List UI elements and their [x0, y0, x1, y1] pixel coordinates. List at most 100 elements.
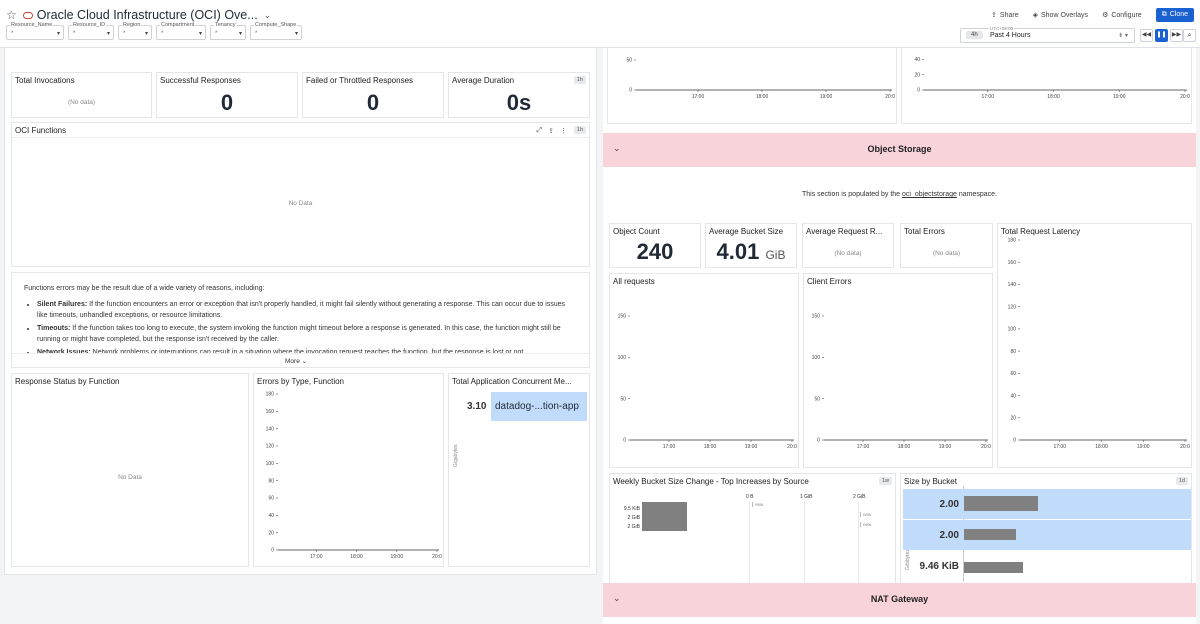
chevron-down-icon: ▾ [144, 31, 148, 37]
concurrent-memory-widget[interactable]: Total Application Concurrent Me... Gigab… [448, 373, 590, 567]
y-tick-label: 0 [271, 548, 274, 554]
x-tick-label: 20:0 [787, 444, 797, 450]
more-icon[interactable]: ⋮ [560, 128, 567, 135]
partial-chart-left-svg: 0 50 17:00 18:00 19:00 20:0 [626, 58, 895, 100]
chevron-down-icon[interactable]: ⌄ [263, 9, 272, 20]
x-tick-label: 18:00 [1047, 94, 1060, 100]
partial-chart-left[interactable]: 0 50 17:00 18:00 19:00 20:0 [607, 48, 897, 124]
x-tick-label: 20:0 [885, 94, 895, 100]
namespace-link[interactable]: oci_objectstorage [902, 191, 957, 198]
time-range-value: Past 4 Hours [990, 32, 1031, 39]
rewind-button[interactable]: ◀◀ [1140, 29, 1153, 42]
bar[interactable] [964, 562, 1023, 573]
bar-label-highlight[interactable]: datadog-...tion-app [491, 392, 587, 421]
y-tick-label: 0 [623, 438, 626, 444]
y-tick-label: 120 [1008, 304, 1017, 310]
template-variables: Resource_Name * ▾ Resource_ID * ▾ Region * ▾ C… [6, 22, 302, 40]
client-errors-chart: 0 50 100 150 17:00 18:00 19:00 20:0 [812, 314, 991, 450]
partial-chart-right-svg: 0 20 40 17:00 18:00 19:00 20:0 [914, 57, 1190, 100]
forward-button[interactable]: ▶▶ [1170, 29, 1183, 42]
export-icon[interactable]: ⇪ [548, 128, 554, 135]
y-tick-label: 100 [812, 355, 821, 361]
bar[interactable] [642, 502, 687, 531]
star-icon[interactable]: ☆ [6, 8, 17, 22]
configure-button[interactable]: ⚙ Configure [1102, 12, 1142, 19]
x-tick-label: 20:0 [1180, 94, 1190, 100]
total-errors-widget[interactable]: Total Errors (No data) [900, 223, 993, 268]
all-requests-widget[interactable]: All requests 0 50 100 150 17:00 18:00 19:00 20:… [609, 273, 799, 468]
list-item: Network Issues: Network problems or inte… [37, 347, 577, 359]
bar[interactable] [964, 496, 1038, 511]
variable-tenancy[interactable]: Tenancy * ▾ [210, 22, 246, 40]
x-tick-label: 17:00 [310, 554, 323, 560]
chevron-down-icon: ⌄ [301, 358, 308, 365]
y-tick-label: 20 [1010, 415, 1016, 421]
x-tick-label: 18:00 [756, 94, 769, 100]
object-storage-header[interactable]: ⌄ Object Storage [603, 133, 1196, 167]
note-list: Silent Failures: If the function encount… [37, 299, 577, 359]
y-tick-label: 40 [1010, 393, 1016, 399]
average-request-rate-widget[interactable]: Average Request R... (No data) [802, 223, 894, 268]
variable-region[interactable]: Region * ▾ [118, 22, 152, 40]
chevron-down-icon: ▾ [198, 31, 202, 37]
show-overlays-button[interactable]: ◈ Show Overlays [1032, 12, 1089, 19]
oci-functions-widget[interactable]: OCI Functions ⤢ ⇪ ⋮ 1h No Data [11, 122, 590, 267]
timezone-label: UTC+09:00 [989, 26, 1015, 31]
more-button[interactable]: More ⌄ [285, 358, 308, 365]
errors-by-type-widget[interactable]: Errors by Type, Function 0 20 40 60 80 100 120… [253, 373, 444, 567]
variable-resource-id[interactable]: Resource_ID * ▾ [68, 22, 114, 40]
variable-resource-name[interactable]: Resource_Name * ▾ [6, 22, 64, 40]
dashboard-title[interactable]: Oracle Cloud Infrastructure (OCI) Ove... [36, 8, 258, 22]
y-tick-label: 0 [917, 88, 920, 94]
y-tick-label: 50 [814, 396, 820, 402]
functions-group: Total Invocations (No data) Successful R… [4, 48, 597, 575]
y-tick-label: 40 [268, 513, 274, 519]
y-tick-label: 160 [1008, 260, 1017, 266]
x-tick-label: 19:00 [820, 94, 833, 100]
y-tick-label: 180 [266, 392, 275, 398]
y-tick-label: 60 [1010, 371, 1016, 377]
total-request-latency-widget[interactable]: Total Request Latency 0 20 40 60 80 100 120 140… [997, 223, 1192, 468]
time-tag: 4h [966, 31, 983, 39]
chevron-down-icon: ▾ [106, 31, 110, 37]
client-errors-widget[interactable]: Client Errors 0 50 100 150 17:00 18:00 19:00 20… [803, 273, 993, 468]
pause-button[interactable]: ❚❚ [1155, 29, 1168, 42]
title-row: ☆ Oracle Cloud Infrastructure (OCI) Ove.… [6, 6, 271, 24]
time-range-picker[interactable]: 4h UTC+09:00 Past 4 Hours ⇟ ▾ [960, 26, 1135, 43]
total-request-latency-chart: 0 20 40 60 80 100 120 140 160 180 17:00 18:00 19:00 2… [1008, 238, 1190, 450]
y-tick-label: 120 [266, 444, 275, 450]
chevron-down-icon[interactable]: ⌄ [613, 143, 621, 153]
partial-chart-right[interactable]: 0 20 40 17:00 18:00 19:00 20:0 [901, 48, 1192, 124]
right-group: 0 50 17:00 18:00 19:00 20:0 0 20 40 17:00 18:00 19… [603, 48, 1196, 624]
average-duration-widget[interactable]: Average Duration 1h 0s [448, 72, 590, 118]
bar[interactable] [964, 529, 1016, 540]
bucket-row[interactable] [903, 489, 1191, 519]
chevron-down-icon: ▾ [56, 31, 60, 37]
total-invocations-widget[interactable]: Total Invocations (No data) [11, 72, 152, 118]
y-tick-label: 160 [266, 409, 275, 415]
variable-compartment[interactable]: Compartment * ▾ [156, 22, 206, 40]
x-tick-label: 20:0 [981, 444, 991, 450]
search-icon[interactable]: ⌕ [1183, 29, 1196, 42]
x-tick-label: 17:00 [1053, 444, 1066, 450]
average-bucket-size-widget[interactable]: Average Bucket Size 4.01 GiB [705, 223, 797, 268]
successful-responses-widget[interactable]: Successful Responses 0 [156, 72, 298, 118]
response-status-widget[interactable]: Response Status by Function No Data [11, 373, 249, 567]
failed-responses-widget[interactable]: Failed or Throttled Responses 0 [302, 72, 444, 118]
share-button[interactable]: ⇪ Share [991, 12, 1019, 19]
clone-button[interactable]: ⧉ Clone [1155, 8, 1194, 22]
chevron-down-icon: ▾ [238, 31, 242, 37]
chevron-down-icon[interactable]: ⌄ [613, 593, 621, 603]
y-tick-label: 150 [618, 314, 627, 320]
variable-compute-shape[interactable]: Compute_Shape * ▾ [250, 22, 302, 40]
expand-icon[interactable]: ⤢ [536, 127, 543, 134]
playback-controls: ◀◀ ❚❚ ▶▶ [1140, 29, 1183, 42]
object-count-widget[interactable]: Object Count 240 [609, 223, 701, 268]
y-tick-label: 50 [626, 58, 632, 64]
y-tick-label: 100 [266, 461, 275, 467]
object-storage-description: This section is populated by the oci_obj… [802, 191, 997, 198]
nat-gateway-header[interactable]: ⌄ NAT Gateway [603, 583, 1196, 617]
x-tick-label: 20:0 [1180, 444, 1190, 450]
overlays-icon: ◈ [1032, 12, 1038, 19]
bucket-row[interactable] [903, 520, 1191, 550]
